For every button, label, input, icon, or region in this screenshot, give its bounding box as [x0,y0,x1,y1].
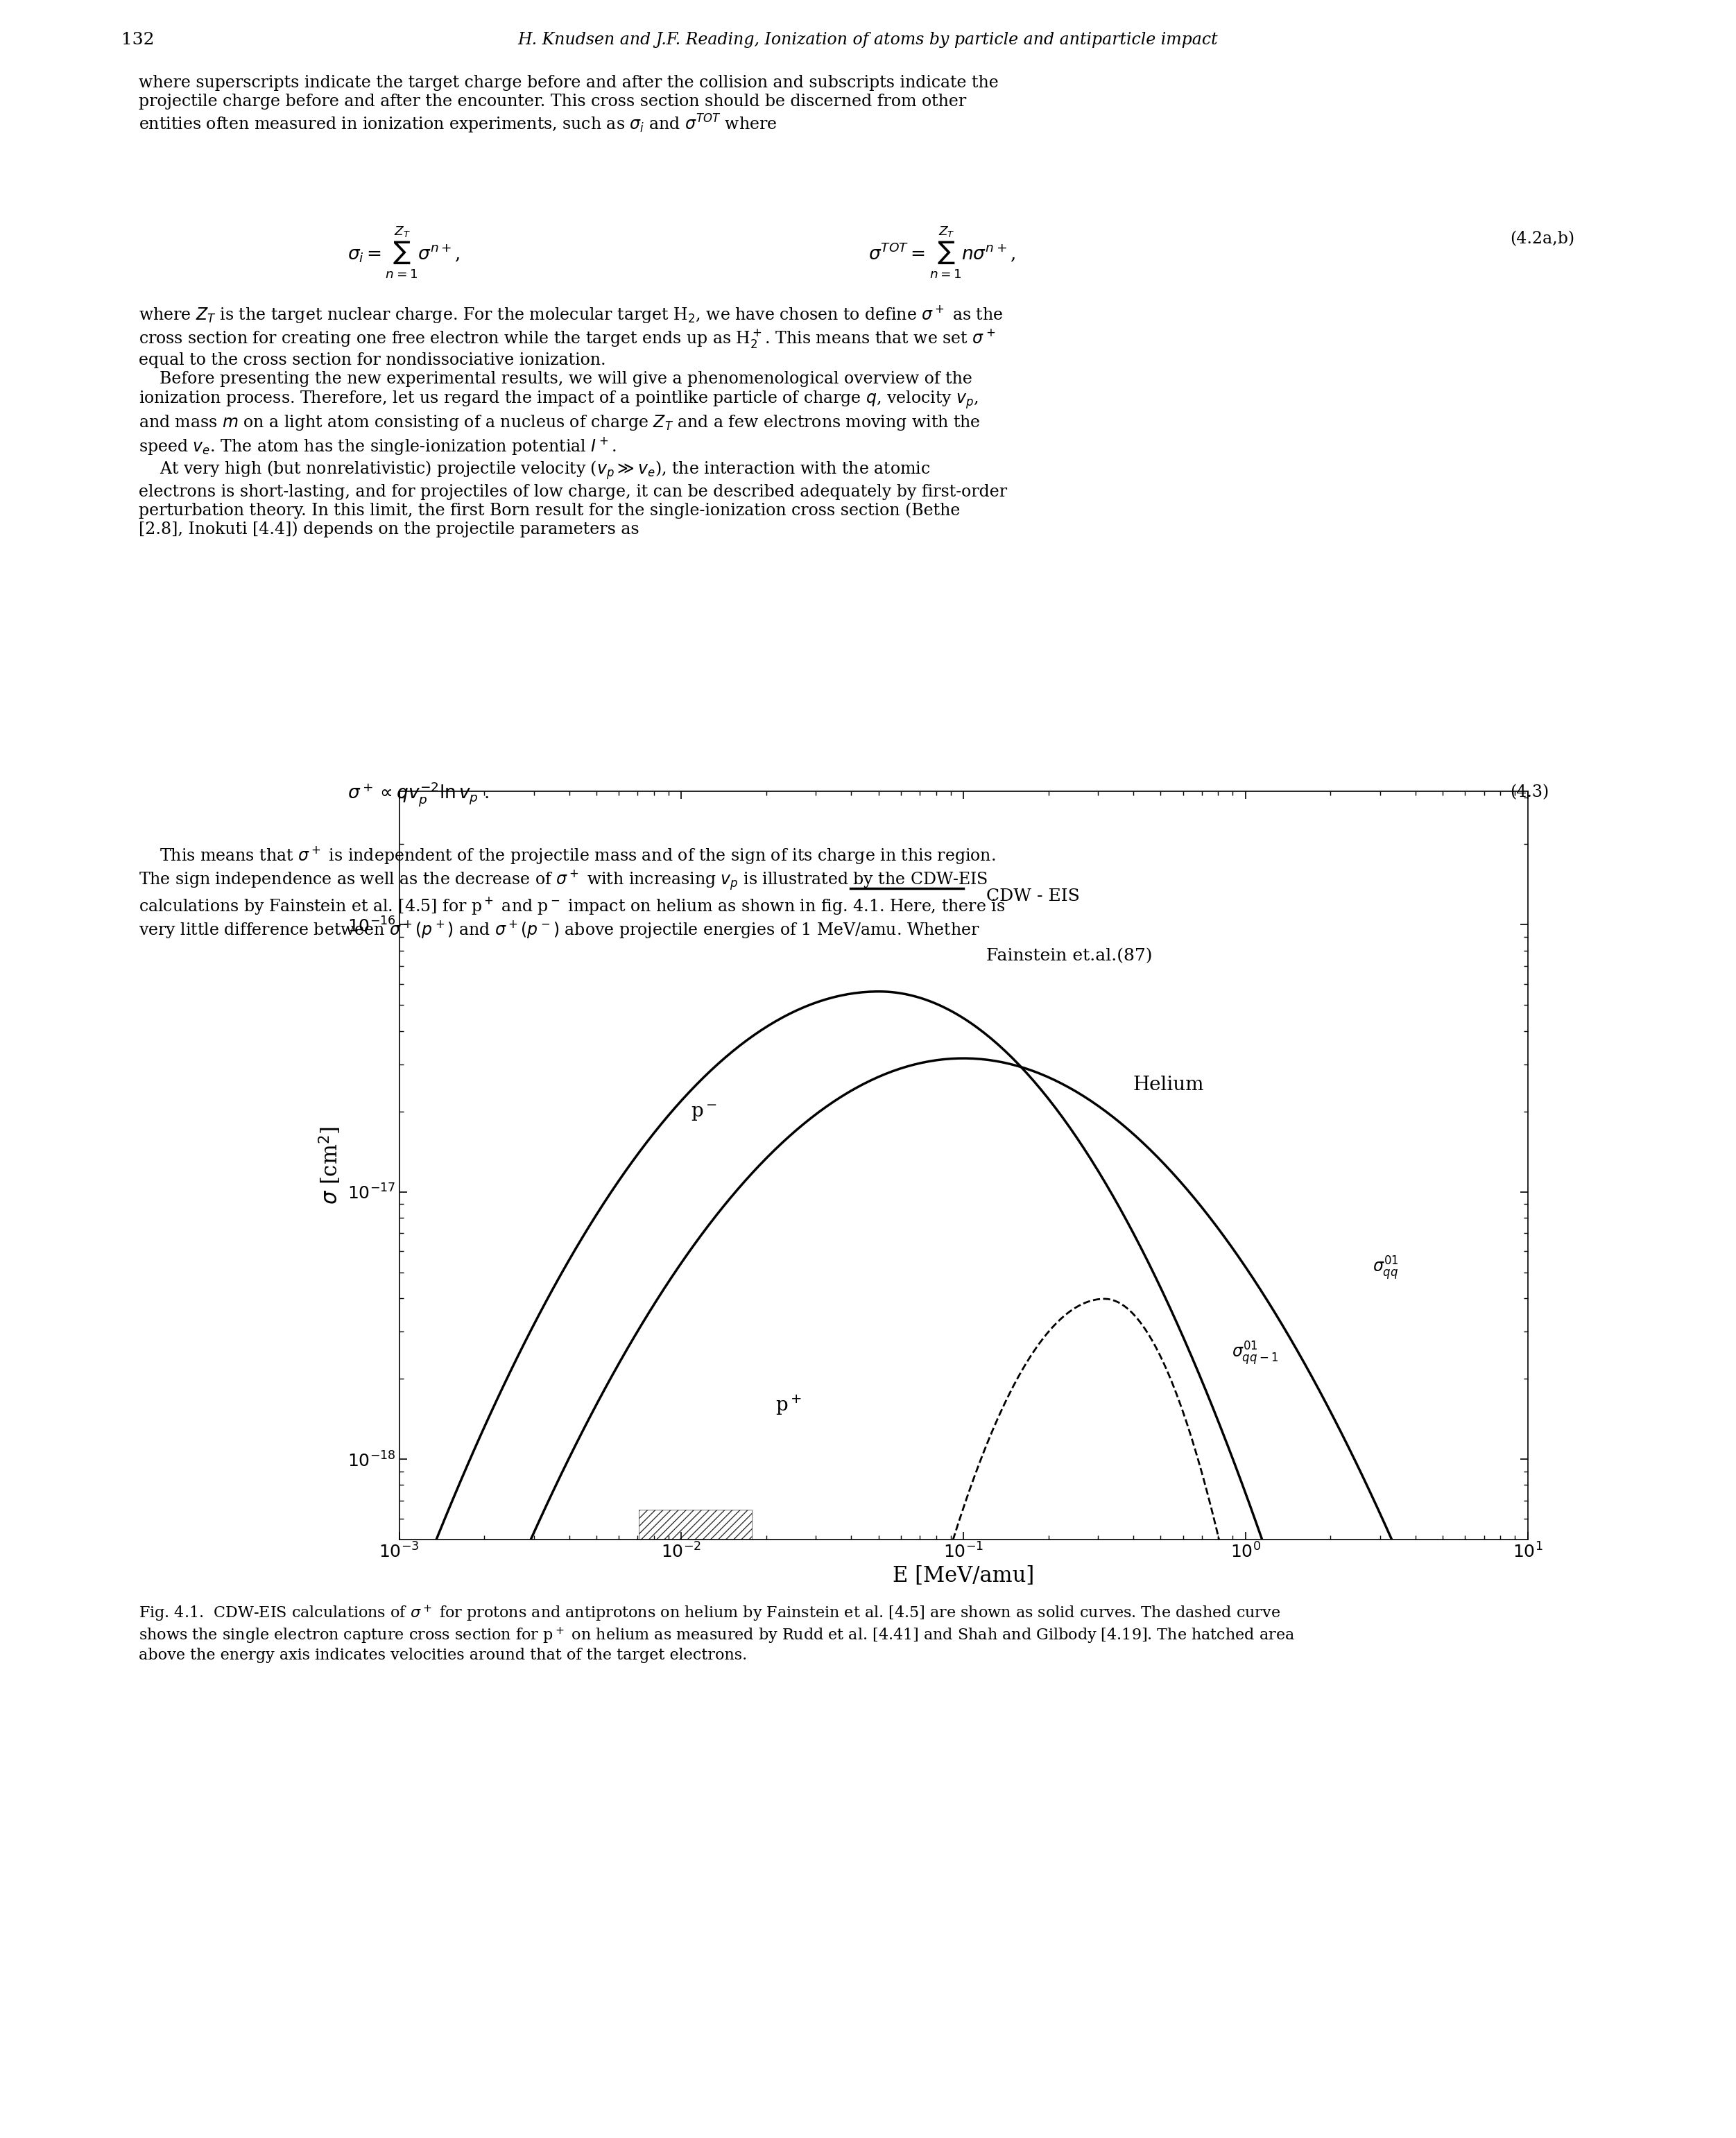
p⁻ [392,1580,413,1606]
p⁻ [1028,1073,1049,1099]
Text: H. Knudsen and J.F. Reading, Ionization of atoms by particle and antiparticle im: H. Knudsen and J.F. Reading, Ionization … [517,32,1219,47]
Text: (4.2a,b): (4.2a,b) [1510,231,1575,246]
Text: where superscripts indicate the target charge before and after the collision and: where superscripts indicate the target c… [139,75,998,135]
Text: $\sigma_i = \sum_{n=1}^{Z_T} \sigma^{n+}$,: $\sigma_i = \sum_{n=1}^{Z_T} \sigma^{n+}… [347,224,460,280]
p⁻ [1462,1580,1483,1606]
p⁻ [870,979,891,1005]
Text: p$^+$: p$^+$ [776,1394,802,1417]
p⁺ [1043,1067,1064,1093]
capture [852,1896,873,1922]
capture [1434,1980,1455,2005]
p⁺ [1066,1080,1087,1105]
Y-axis label: $\sigma$ [cm$^2$]: $\sigma$ [cm$^2$] [318,1127,342,1204]
p⁻ [1031,1078,1052,1103]
Text: Fig. 4.1.  CDW-EIS calculations of $\sigma^+$ for protons and antiprotons on hel: Fig. 4.1. CDW-EIS calculations of $\sigm… [139,1604,1295,1663]
p⁺ [1047,1069,1068,1095]
Text: $\sigma^{01}_{qq-1}$: $\sigma^{01}_{qq-1}$ [1231,1341,1278,1366]
capture [1458,1980,1479,2005]
Text: $\sigma^{01}_{qq}$: $\sigma^{01}_{qq}$ [1373,1255,1399,1281]
Text: This means that $\sigma^+$ is independent of the projectile mass and of the sign: This means that $\sigma^+$ is independen… [139,845,1005,941]
Text: (4.3): (4.3) [1510,785,1549,800]
Text: $\sigma^{TOT} = \sum_{n=1}^{Z_T} n\sigma^{n+}$,: $\sigma^{TOT} = \sum_{n=1}^{Z_T} n\sigma… [868,224,1016,280]
Text: $\sigma^+ \propto qv_p^{-2} \ln v_p$ .: $\sigma^+ \propto qv_p^{-2} \ln v_p$ . [347,780,490,808]
p⁺ [1489,1580,1510,1606]
Line: p⁻: p⁻ [399,992,1472,1593]
Text: p$^-$: p$^-$ [691,1103,717,1122]
Text: where $Z_T$ is the target nuclear charge. For the molecular target H$_2$, we hav: where $Z_T$ is the target nuclear charge… [139,304,1007,537]
Text: 132: 132 [122,32,155,47]
p⁻ [1364,1580,1385,1606]
X-axis label: E [MeV/amu]: E [MeV/amu] [892,1565,1035,1586]
capture [937,1541,958,1567]
Line: capture: capture [823,1300,1500,1993]
p⁺ [389,1580,410,1606]
p⁺ [951,1045,972,1071]
p⁻ [1049,1099,1069,1125]
Text: Helium: Helium [1132,1075,1203,1095]
capture [838,1967,859,1993]
p⁺ [1391,1546,1411,1571]
capture [1094,1287,1115,1313]
Line: p⁺: p⁺ [399,1058,1500,1593]
p⁺ [392,1580,413,1606]
p⁺ [1319,1398,1340,1424]
capture [993,1394,1014,1420]
Bar [639,1509,752,1539]
Text: CDW - EIS: CDW - EIS [986,889,1080,904]
capture [1489,1980,1510,2005]
capture [812,1980,833,2005]
Text: Fainstein et.al.(87): Fainstein et.al.(87) [986,949,1153,964]
p⁻ [1295,1580,1316,1606]
p⁻ [389,1580,410,1606]
